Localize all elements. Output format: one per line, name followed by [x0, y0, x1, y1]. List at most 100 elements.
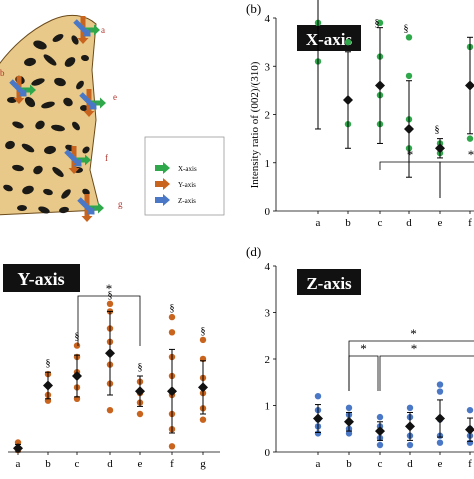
mean-marker	[435, 414, 445, 424]
point-label-f: f	[105, 153, 108, 163]
significance-section-mark: §	[46, 358, 51, 369]
arrow-legend: X-axis Y-axis Z-axis	[145, 137, 224, 215]
significance-section-mark: §	[75, 332, 80, 343]
data-point	[467, 135, 473, 141]
data-point	[437, 388, 443, 394]
mean-marker	[405, 421, 415, 431]
mean-marker	[105, 348, 115, 358]
mean-marker	[465, 425, 474, 435]
panel-label-b: (b)	[246, 1, 261, 16]
y-tick-label: 0	[265, 447, 271, 459]
data-point	[407, 405, 413, 411]
data-point	[406, 34, 412, 40]
bone-shape	[0, 15, 100, 215]
y-tick-label: 2	[265, 354, 271, 366]
x-tick-label: e	[138, 458, 143, 470]
x-tick-label: d	[406, 217, 412, 229]
mean-marker	[343, 95, 353, 105]
data-point	[74, 342, 80, 348]
x-tick-label: a	[316, 458, 321, 470]
title-box-y-axis: Y-axis	[3, 264, 80, 292]
mean-marker	[435, 143, 445, 153]
significance-section-mark: §	[375, 18, 380, 29]
mean-marker	[72, 371, 82, 381]
data-point	[467, 407, 473, 413]
data-point	[169, 329, 175, 335]
x-tick-label: f	[468, 458, 472, 470]
x-tick-label: b	[345, 217, 351, 229]
significance-section-mark: §	[170, 303, 175, 314]
x-tick-label: c	[378, 458, 383, 470]
point-label-b: b	[0, 68, 5, 78]
significance-section-mark: §	[138, 362, 143, 373]
mean-marker	[375, 81, 385, 91]
chart-title-y-axis: Y-axis	[17, 269, 64, 289]
significance-section-mark: §	[435, 125, 440, 136]
y-tick-label: 4	[265, 13, 271, 25]
significance-star: *	[411, 341, 418, 356]
data-point	[169, 314, 175, 320]
mean-marker	[375, 426, 385, 436]
significance-bracket	[380, 162, 440, 198]
data-point	[377, 414, 383, 420]
x-tick-label: d	[107, 458, 113, 470]
legend-label-z-axis: Z-axis	[178, 197, 196, 205]
significance-star: *	[360, 341, 367, 356]
data-point	[200, 337, 206, 343]
chart-title-z-axis: Z-axis	[306, 274, 352, 293]
point-label-e: e	[113, 92, 117, 102]
significance-star: *	[407, 147, 414, 162]
x-tick-label: e	[438, 458, 443, 470]
data-point	[169, 443, 175, 449]
significance-bracket	[440, 162, 474, 198]
x-tick-label: b	[45, 458, 51, 470]
significance-star: *	[468, 147, 474, 162]
bone-illustration: a b e f g X-axis Y-axis Z-axis	[0, 15, 224, 222]
mean-marker	[344, 417, 354, 427]
y-tick-label: 4	[265, 261, 271, 273]
y-tick-label: 3	[265, 308, 271, 320]
data-point	[346, 405, 352, 411]
data-point	[315, 393, 321, 399]
chart-title-x-axis: X-axis	[306, 30, 353, 49]
x-tick-label: a	[16, 458, 21, 470]
significance-star: *	[106, 281, 113, 296]
y-tick-label: 1	[265, 158, 271, 170]
x-tick-label: a	[316, 217, 321, 229]
significance-star: *	[410, 326, 417, 341]
data-point	[377, 442, 383, 448]
data-point	[345, 39, 351, 45]
data-point	[406, 73, 412, 79]
data-point	[107, 301, 113, 307]
significance-bracket	[349, 356, 378, 391]
y-tick-label: 2	[265, 110, 271, 122]
significance-section-mark: §	[201, 326, 206, 337]
x-tick-label: f	[468, 217, 472, 229]
bone-pore	[17, 205, 27, 211]
x-tick-label: d	[407, 458, 413, 470]
mean-marker	[167, 386, 177, 396]
title-box-x-axis: X-axis	[297, 25, 361, 51]
x-tick-label: b	[346, 458, 352, 470]
significance-section-mark: §	[404, 23, 409, 34]
panel-label-d: (d)	[246, 244, 261, 259]
mean-marker	[43, 381, 53, 391]
mean-marker	[465, 81, 474, 91]
legend-label-x-axis: X-axis	[178, 165, 197, 173]
x-tick-label: c	[75, 458, 80, 470]
y-tick-label: 3	[265, 61, 271, 73]
data-point	[437, 440, 443, 446]
y-axis-label: Intensity ratio of (002)/(310)	[249, 61, 261, 188]
point-label-g: g	[118, 199, 123, 209]
mean-marker	[313, 414, 323, 424]
x-tick-label: e	[438, 217, 443, 229]
significance-bracket	[380, 356, 474, 391]
mean-marker	[135, 386, 145, 396]
data-point	[437, 381, 443, 387]
mean-marker	[198, 382, 208, 392]
